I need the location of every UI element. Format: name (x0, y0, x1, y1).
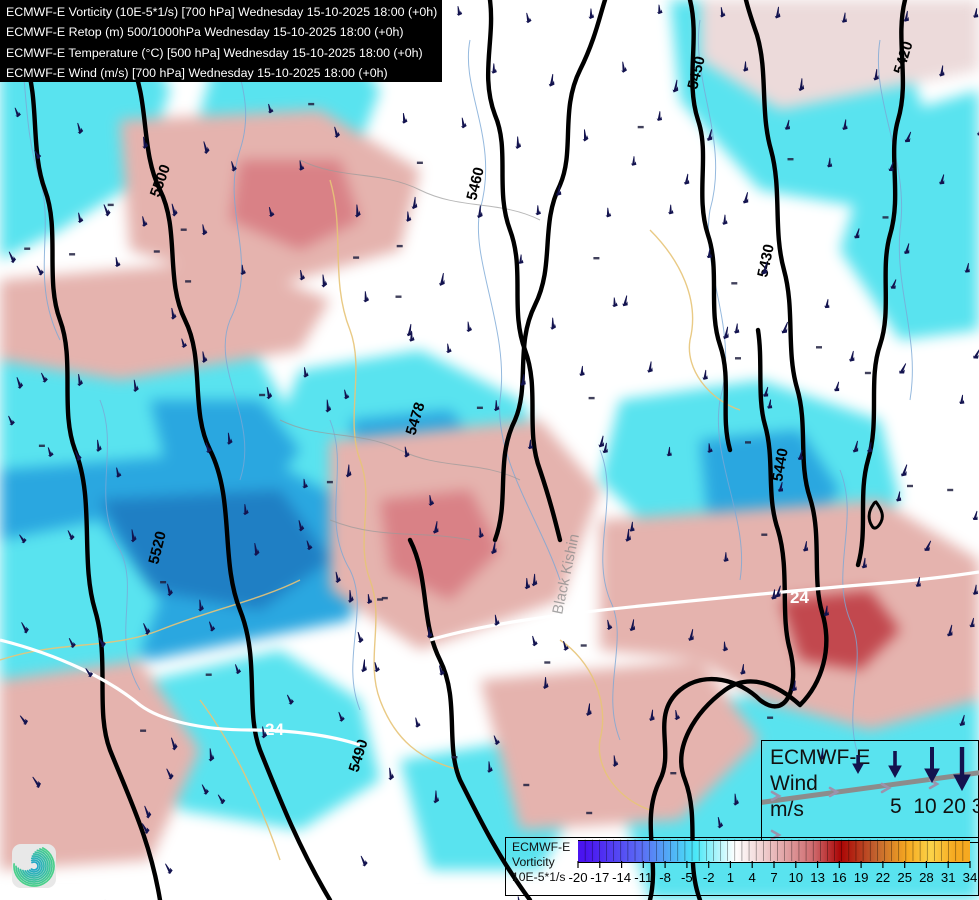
svg-text:-8: -8 (659, 870, 671, 885)
svg-text:19: 19 (854, 870, 869, 885)
svg-text:5478: 5478 (403, 400, 429, 437)
svg-text:5440: 5440 (769, 447, 792, 483)
svg-text:24: 24 (790, 588, 809, 607)
svg-text:4: 4 (749, 870, 756, 885)
svg-text:Black Kishin: Black Kishin (549, 532, 583, 615)
svg-text:24: 24 (265, 720, 284, 739)
svg-text:28: 28 (919, 870, 934, 885)
svg-text:-5: -5 (681, 870, 693, 885)
svg-text:5420: 5420 (891, 39, 917, 76)
svg-text:5460: 5460 (463, 165, 488, 201)
svg-text:-17: -17 (590, 870, 609, 885)
svg-text:1: 1 (727, 870, 734, 885)
svg-text:5520: 5520 (145, 529, 170, 565)
svg-text:34: 34 (963, 870, 978, 885)
svg-text:-14: -14 (612, 870, 631, 885)
svg-text:13: 13 (810, 870, 825, 885)
svg-text:31: 31 (941, 870, 956, 885)
svg-text:-11: -11 (634, 870, 652, 885)
svg-text:-2: -2 (703, 870, 715, 885)
svg-text:16: 16 (832, 870, 847, 885)
svg-text:7: 7 (770, 870, 777, 885)
svg-text:25: 25 (897, 870, 912, 885)
svg-text:22: 22 (876, 870, 891, 885)
svg-text:-20: -20 (568, 870, 587, 885)
svg-text:10: 10 (788, 870, 803, 885)
svg-text:5450: 5450 (684, 54, 709, 90)
